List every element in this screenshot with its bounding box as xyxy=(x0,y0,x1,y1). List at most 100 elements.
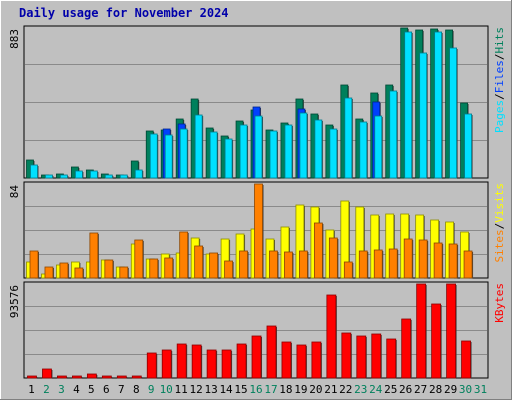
bar-sites xyxy=(89,232,99,279)
x-tick-label: 19 xyxy=(294,383,307,396)
bar-sites xyxy=(299,250,308,279)
bar-kbytes xyxy=(86,373,97,379)
x-tick-label: 5 xyxy=(88,383,95,396)
bar-kbytes xyxy=(101,375,112,379)
bar-pages xyxy=(269,130,278,179)
x-tick-label: 27 xyxy=(414,383,427,396)
bar-pages xyxy=(254,115,263,179)
bar-sites xyxy=(224,260,233,279)
bar-sites xyxy=(328,237,338,279)
legend-item: Sites xyxy=(493,229,506,262)
bar-sites xyxy=(343,261,353,279)
x-tick-label: 3 xyxy=(58,383,65,396)
x-tick-label: 12 xyxy=(190,383,203,396)
x-tick-label: 28 xyxy=(429,383,442,396)
bar-pages xyxy=(164,134,173,179)
bar-sites xyxy=(433,242,443,279)
bar-kbytes xyxy=(176,343,187,379)
bar-kbytes xyxy=(356,335,367,379)
bar-pages xyxy=(344,97,353,179)
legend-item: KBytes xyxy=(493,283,506,323)
x-tick-label: 17 xyxy=(264,383,277,396)
bar-sites xyxy=(179,231,189,279)
x-tick-label: 29 xyxy=(444,383,457,396)
bar-sites xyxy=(284,251,293,279)
bar-kbytes xyxy=(27,375,37,379)
bar-pages xyxy=(104,174,113,179)
bar-kbytes xyxy=(251,335,262,379)
bar-kbytes xyxy=(416,283,427,379)
bars-layer xyxy=(26,27,474,379)
bar-sites xyxy=(403,238,413,279)
bar-sites xyxy=(74,267,84,279)
x-tick-label: 22 xyxy=(339,383,352,396)
bar-kbytes xyxy=(57,375,67,379)
legend-item: Hits xyxy=(493,27,506,54)
bar-pages xyxy=(299,112,308,179)
bar-pages xyxy=(60,174,68,179)
bar-kbytes xyxy=(72,375,82,379)
bar-sites xyxy=(463,250,473,279)
bar-sites xyxy=(59,262,69,279)
bar-kbytes xyxy=(221,349,232,379)
bar-kbytes xyxy=(146,352,157,379)
bar-kbytes xyxy=(311,341,322,379)
x-tick-label: 6 xyxy=(103,383,110,396)
bar-sites xyxy=(313,222,323,279)
bar-pages xyxy=(374,115,383,179)
bar-pages xyxy=(359,121,368,179)
x-tick-label: 18 xyxy=(279,383,292,396)
bar-kbytes xyxy=(131,375,142,379)
bar-sites xyxy=(119,266,129,279)
bar-sites xyxy=(134,239,144,279)
bar-sites xyxy=(239,250,248,279)
bar-sites xyxy=(209,252,219,279)
x-tick-label: 9 xyxy=(148,383,155,396)
bar-kbytes xyxy=(431,303,442,379)
x-tick-label: 15 xyxy=(234,383,247,396)
x-tick-label: 30 xyxy=(459,383,472,396)
bar-pages xyxy=(389,90,398,179)
bar-kbytes xyxy=(296,344,307,379)
bar-sites xyxy=(418,239,428,279)
bar-kbytes xyxy=(161,349,172,379)
bar-kbytes xyxy=(116,375,127,379)
x-tick-label: 14 xyxy=(219,383,233,396)
legend-kbytes: KBytes xyxy=(493,283,506,323)
x-tick-label: 10 xyxy=(160,383,173,396)
x-tick-label: 21 xyxy=(324,383,337,396)
bar-kbytes xyxy=(446,283,456,379)
bar-pages xyxy=(464,113,472,179)
bar-sites xyxy=(358,250,368,279)
y-tick-label-hits-files-pages: 883 xyxy=(8,29,21,49)
x-tick-label: 23 xyxy=(354,383,367,396)
bar-sites xyxy=(149,258,159,279)
y-tick-label-visits-sites: 84 xyxy=(8,185,21,199)
legend-item: Files xyxy=(493,60,506,93)
bar-pages xyxy=(239,124,248,179)
legend-item: / xyxy=(493,223,506,230)
bar-pages xyxy=(404,31,413,179)
x-tick-label: 16 xyxy=(249,383,262,396)
bar-kbytes xyxy=(236,343,247,379)
bar-pages xyxy=(434,31,443,179)
legend-item: Pages xyxy=(493,100,506,133)
bar-pages xyxy=(209,131,218,179)
bar-pages xyxy=(75,170,83,179)
x-tick-label: 11 xyxy=(175,383,188,396)
x-tick-label: 24 xyxy=(369,383,383,396)
bar-kbytes xyxy=(326,294,337,379)
bar-kbytes xyxy=(386,338,397,379)
bar-sites xyxy=(388,248,398,279)
bar-kbytes xyxy=(42,368,52,379)
x-tick-label: 31 xyxy=(474,383,487,396)
bar-kbytes xyxy=(341,332,352,379)
x-tick-label: 2 xyxy=(43,383,50,396)
legend-hits-files-pages: Pages/Files/Hits xyxy=(493,27,506,133)
x-tick-label: 4 xyxy=(73,383,80,396)
bar-sites xyxy=(44,266,54,279)
bar-kbytes xyxy=(266,325,277,379)
bar-pages xyxy=(134,169,143,179)
bar-sites xyxy=(269,250,278,279)
legend-item: / xyxy=(493,93,506,100)
